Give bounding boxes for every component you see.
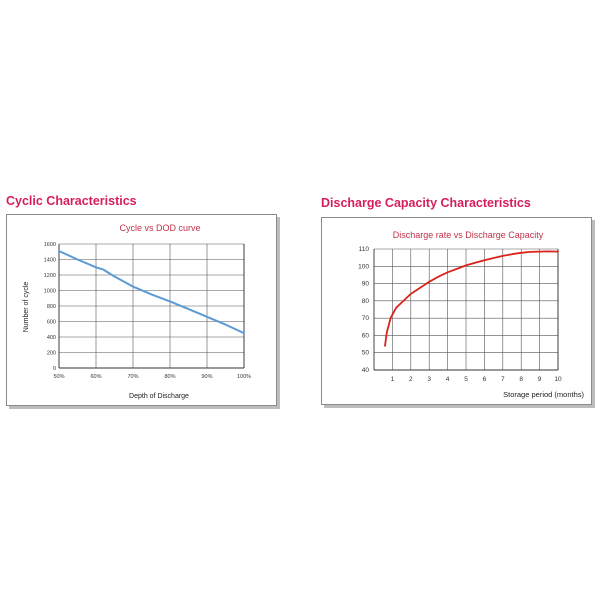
cycle-vs-dod-chart: Cycle vs DOD curve 50% 60% 70% 80% 90% 100% 0… [23,223,251,400]
chart-series [384,250,559,347]
chart-title: Cycle vs DOD curve [119,223,200,233]
y-tick-label: 110 [359,246,370,253]
x-tick-label: 60% [90,374,101,380]
y-tick-label: 70 [362,315,370,322]
x-tick-label: 10 [554,376,562,383]
discharge-capacity-chart: Discharge rate vs Discharge Capacity 1 2 3… [358,230,584,399]
y-axis-label: Number of cycle [23,282,30,333]
y-tick-label: 600 [47,320,56,326]
discharge-capacity-chart-panel: Discharge rate vs Discharge Capacity 1 2 3… [321,217,592,405]
y-tick-label: 1600 [44,242,56,248]
chart-title: Discharge rate vs Discharge Capacity [393,230,544,240]
y-tick-label: 0 [53,366,56,372]
y-tick-label: 400 [47,335,56,341]
x-axis-ticks: 50% 60% 70% 80% 90% 100% [53,374,251,380]
x-tick-label: 90% [201,374,212,380]
x-tick-label: 50% [53,374,64,380]
x-axis-ticks: 1 2 3 4 5 6 7 8 9 10 [391,376,562,383]
x-tick-label: 80% [164,374,175,380]
x-tick-label: 2 [409,376,413,383]
x-tick-label: 1 [391,376,395,383]
x-tick-label: 5 [464,376,468,383]
x-tick-label: 7 [501,376,505,383]
x-tick-label: 3 [427,376,431,383]
y-tick-label: 1200 [44,273,56,279]
chart-grid [58,243,245,369]
series-line [58,250,245,335]
y-tick-label: 100 [358,263,369,270]
y-axis-ticks: 40 50 60 70 80 90 100 110 [358,246,369,374]
y-axis-ticks: 0 200 400 600 800 1000 1200 1400 1600 [44,242,56,372]
cyclic-characteristics-title: Cyclic Characteristics [6,194,137,208]
x-axis-label: Depth of Discharge [129,393,189,400]
x-tick-label: 100% [237,374,251,380]
x-tick-label: 6 [483,376,487,383]
y-tick-label: 80 [362,298,370,305]
y-tick-label: 1400 [44,258,56,264]
discharge-capacity-characteristics-title: Discharge Capacity Characteristics [321,196,531,210]
x-tick-label: 4 [446,376,450,383]
y-tick-label: 200 [47,351,56,357]
x-tick-label: 8 [519,376,523,383]
y-tick-label: 40 [362,367,370,374]
x-axis-label: Storage period (months) [503,390,584,399]
y-tick-label: 800 [47,304,56,310]
y-tick-label: 1000 [44,289,56,295]
y-tick-label: 50 [362,350,370,357]
x-tick-label: 70% [127,374,138,380]
chart-series [58,250,245,335]
chart-grid [373,248,559,371]
cycle-vs-dod-chart-panel: Cycle vs DOD curve 50% 60% 70% 80% 90% 100% 0… [6,214,277,406]
x-tick-label: 9 [538,376,542,383]
y-tick-label: 90 [362,281,370,288]
series-line [384,250,559,347]
y-tick-label: 60 [362,332,370,339]
